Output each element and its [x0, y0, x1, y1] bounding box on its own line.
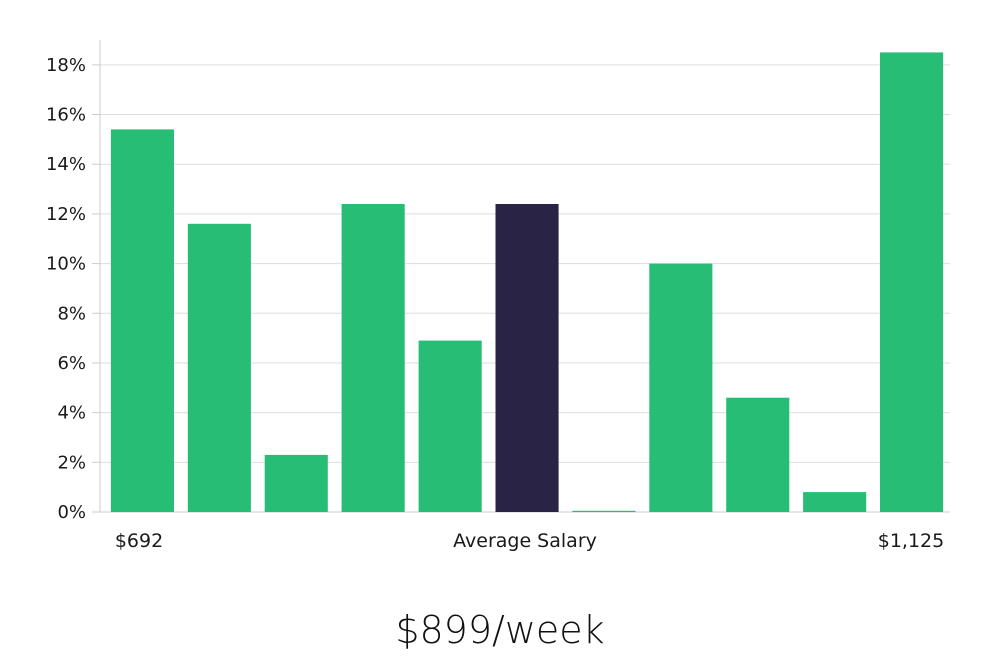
- x-label-max: $1,125: [878, 530, 944, 552]
- y-tick-label: 2%: [57, 452, 86, 473]
- bar: [726, 397, 790, 512]
- x-label-center: Average Salary: [453, 530, 597, 552]
- bar: [110, 129, 174, 512]
- y-tick-label: 4%: [57, 403, 86, 424]
- axes: [92, 40, 101, 513]
- bar-average-salary: [495, 204, 559, 512]
- y-tick-label: 10%: [46, 254, 86, 275]
- y-tick-label: 6%: [57, 353, 86, 374]
- bar: [803, 492, 867, 512]
- bar: [341, 204, 405, 512]
- salary-histogram: 0% 2% 4% 6% 8% 10% 12% 14% 16% 18% $692 Average S…: [46, 40, 950, 552]
- y-tick-label: 0%: [57, 502, 86, 523]
- x-label-min: $692: [115, 530, 163, 552]
- y-tick-label: 12%: [46, 204, 86, 225]
- bar: [264, 454, 328, 512]
- y-tick-label: 16%: [46, 105, 86, 126]
- bar: [880, 52, 944, 513]
- y-tick-label: 8%: [57, 303, 86, 324]
- y-tick-label: 14%: [46, 154, 86, 175]
- bars: [110, 52, 944, 513]
- bar: [418, 340, 482, 512]
- y-tick-label: 18%: [46, 55, 86, 76]
- y-tick-labels: 0% 2% 4% 6% 8% 10% 12% 14% 16% 18%: [46, 55, 86, 523]
- bar: [572, 510, 636, 512]
- bar: [649, 263, 713, 512]
- average-salary-caption: $899/week: [395, 608, 605, 652]
- bar: [187, 223, 251, 513]
